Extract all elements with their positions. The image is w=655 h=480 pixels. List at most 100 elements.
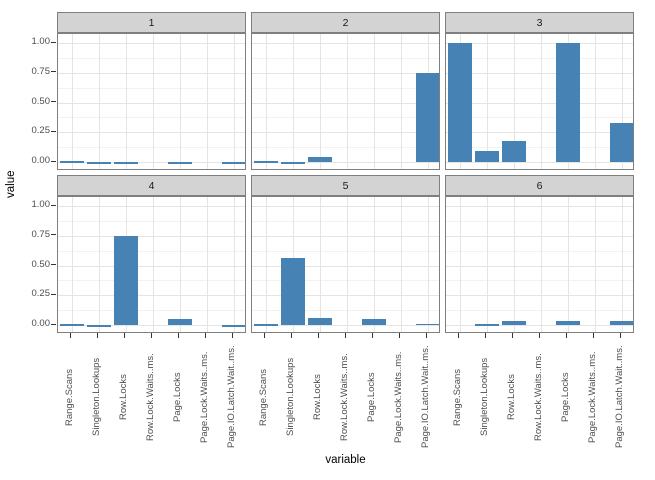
gridline-vertical <box>459 197 461 332</box>
x-tick-label: Row.Locks <box>505 374 517 420</box>
y-tick-mark <box>51 160 56 162</box>
x-tick-label: Row.Lock.Waits..ms. <box>532 353 544 441</box>
x-tick-label: Page.Locks <box>171 372 183 422</box>
gridline-vertical <box>179 197 181 332</box>
gridline-major <box>58 132 245 134</box>
y-tick-label: 0.25 <box>31 288 51 300</box>
gridline-major <box>58 295 245 297</box>
y-tick-mark <box>51 101 56 102</box>
y-tick-label: 0.50 <box>31 258 51 270</box>
gridline-minor <box>252 147 439 149</box>
gridline-major <box>252 72 439 74</box>
gridline-vertical <box>71 34 73 169</box>
gridline-minor <box>252 250 439 252</box>
gridline-major <box>252 206 439 207</box>
y-tick-label: 1.00 <box>31 36 51 47</box>
facet-strip-label: 1 <box>148 16 155 29</box>
gridline-vertical <box>71 197 73 332</box>
y-tick-label: 0.00 <box>31 318 51 329</box>
y-tick-label: 0.50 <box>31 95 51 107</box>
bar <box>307 317 332 325</box>
y-tick-mark <box>51 71 56 73</box>
gridline-vertical <box>621 34 623 169</box>
x-axis-title: variable <box>325 454 366 466</box>
gridline-minor <box>252 87 439 89</box>
facet-panel <box>445 33 634 170</box>
y-tick-label: 0.75 <box>31 228 51 240</box>
facet-panel <box>251 196 440 333</box>
bar <box>280 162 305 165</box>
x-tick-mark <box>566 333 567 338</box>
gridline-minor <box>58 117 245 119</box>
facet-strip: 4 <box>57 175 246 196</box>
y-tick-mark <box>51 204 56 206</box>
y-tick-label: 0.75 <box>31 65 51 77</box>
x-tick-label: Page.IO.Latch.Wait..ms. <box>225 345 237 449</box>
x-tick-label: Range.Scans <box>63 368 75 426</box>
x-tick-mark <box>593 333 594 338</box>
gridline-vertical <box>319 197 321 332</box>
gridline-minor <box>446 87 633 89</box>
bar <box>555 43 580 162</box>
x-tick-mark <box>151 333 152 338</box>
gridline-vertical <box>206 34 208 169</box>
facet-strip: 6 <box>445 175 634 196</box>
bar <box>501 321 526 325</box>
gridline-minor <box>58 57 245 59</box>
gridline-major <box>252 102 439 104</box>
gridline-major <box>58 265 245 267</box>
x-tick-mark <box>372 333 373 338</box>
gridline-minor <box>446 310 633 312</box>
bar <box>253 161 278 163</box>
gridline-minor <box>446 280 633 282</box>
gridline-vertical <box>567 197 569 332</box>
gridline-major <box>252 325 439 326</box>
gridline-major <box>446 102 633 104</box>
gridline-vertical <box>292 34 294 169</box>
bar <box>361 319 386 325</box>
bar <box>221 162 245 164</box>
x-tick-label: Row.Lock.Waits..ms. <box>144 353 156 441</box>
gridline-major <box>58 43 245 44</box>
gridline-vertical <box>621 197 623 332</box>
facet-strip-label: 3 <box>536 16 543 29</box>
x-tick-label: Singleton.Lookups <box>90 357 102 437</box>
x-tick-mark <box>539 333 540 338</box>
x-tick-mark <box>485 333 486 338</box>
gridline-major <box>252 265 439 267</box>
x-tick-label: Row.Lock.Waits..ms. <box>338 353 350 441</box>
gridline-major <box>446 235 633 237</box>
gridline-vertical <box>346 34 348 169</box>
gridline-minor <box>58 147 245 149</box>
gridline-major <box>58 235 245 237</box>
gridline-major <box>252 43 439 44</box>
gridline-minor <box>58 310 245 312</box>
bar <box>113 162 138 165</box>
bar <box>474 324 499 326</box>
gridline-major <box>446 162 633 163</box>
x-tick-label: Page.Locks <box>559 372 571 422</box>
bar <box>59 161 84 163</box>
facet-strip: 5 <box>251 175 440 196</box>
bar <box>280 258 305 325</box>
gridline-vertical <box>594 197 596 332</box>
gridline-vertical <box>98 197 100 332</box>
gridline-minor <box>58 280 245 282</box>
facet-strip: 3 <box>445 12 634 33</box>
gridline-major <box>252 132 439 134</box>
gridline-vertical <box>513 34 515 169</box>
bar <box>86 325 111 328</box>
x-tick-mark <box>291 333 292 338</box>
bar <box>221 325 245 327</box>
facet-strip: 2 <box>251 12 440 33</box>
gridline-minor <box>252 117 439 119</box>
gridline-major <box>58 206 245 207</box>
gridline-major <box>252 235 439 237</box>
y-tick-label: 0.00 <box>31 155 51 166</box>
x-tick-label: Row.Locks <box>117 374 129 420</box>
x-tick-mark <box>318 333 319 338</box>
gridline-vertical <box>233 197 235 332</box>
gridline-vertical <box>400 34 402 169</box>
gridline-vertical <box>346 197 348 332</box>
